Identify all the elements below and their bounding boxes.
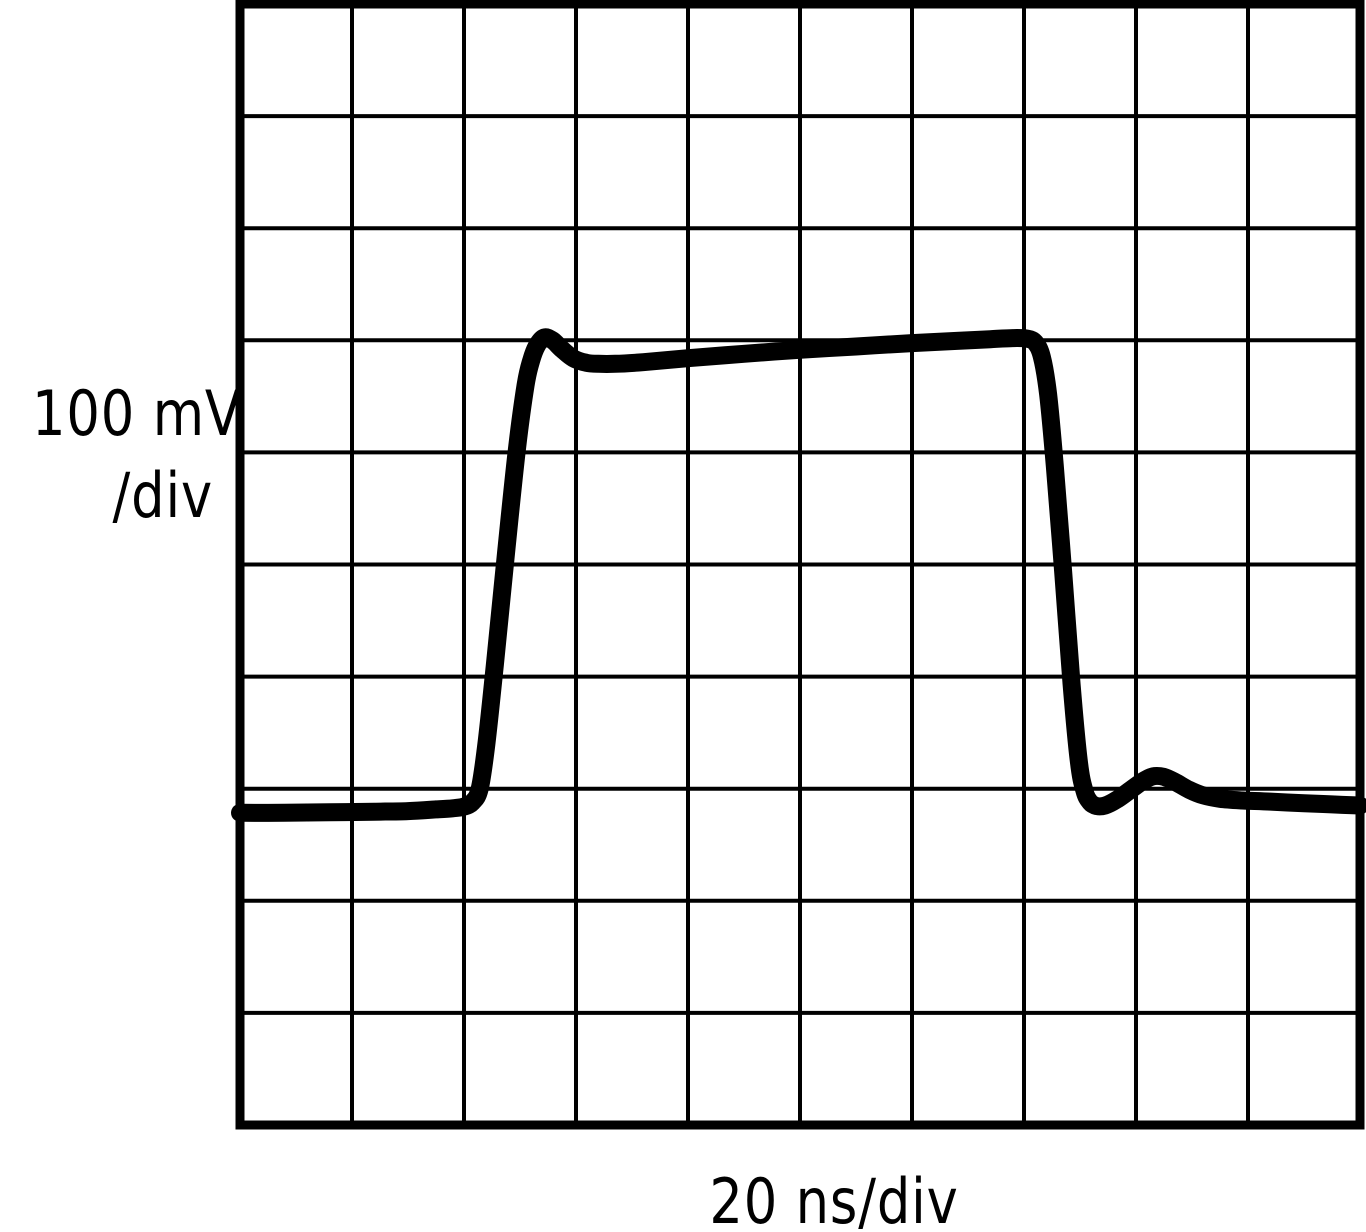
grid-lines	[240, 4, 1360, 1125]
y-scale-per-div: /div	[112, 459, 213, 532]
grid-border	[235, 0, 1365, 1130]
y-scale-value: 100 mV	[31, 377, 242, 450]
waveform-trace	[231, 328, 1366, 822]
x-scale-label: 20 ns/div	[709, 1165, 959, 1232]
y-scale-label: 100 mV /div	[31, 373, 242, 537]
